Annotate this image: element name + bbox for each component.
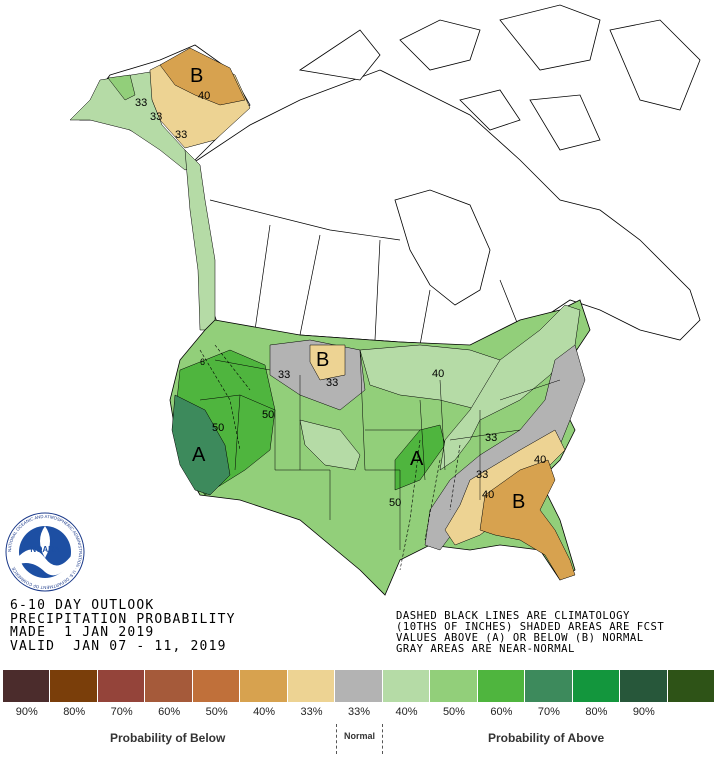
legend-tick: 50% [205, 706, 228, 718]
legend-swatch [3, 670, 51, 702]
northern-plains-below-33 [309, 344, 346, 381]
map-note: DASHED BLACK LINES ARE CLIMATOLOGY (10TH… [396, 610, 665, 655]
note-line: DASHED BLACK LINES ARE CLIMATOLOGY [396, 610, 630, 622]
legend-tick [668, 706, 715, 718]
map-label: 40 [534, 454, 546, 466]
note-line: (10THS OF INCHES) SHADED AREAS ARE FCST [396, 621, 665, 633]
legend-swatch [620, 670, 668, 702]
hudson-bay [394, 189, 491, 306]
map-label: 40 [432, 368, 444, 380]
legend-above-label: Probability of Above [488, 731, 605, 745]
legend-swatch [430, 670, 478, 702]
title-line: PRECIPITATION PROBABILITY [10, 611, 236, 627]
legend-tick: 60% [158, 706, 181, 718]
legend-swatch [667, 670, 716, 702]
map-label: 50 [262, 409, 274, 421]
arctic-islands [298, 4, 701, 151]
legend-below-label: Probability of Below [110, 731, 226, 745]
map-label: 40 [482, 489, 494, 501]
state-lines [199, 349, 561, 550]
northeast-above-33 [439, 304, 581, 471]
alaska-below-40 [159, 47, 246, 106]
logo-text: NOARA [30, 545, 60, 554]
map-label: 33 [175, 129, 187, 141]
map-label: 6 [200, 357, 205, 367]
map-title: 6-10 DAY OUTLOOK PRECIPITATION PROBABILI… [10, 599, 236, 653]
legend-swatch [192, 670, 241, 702]
map-label: 50 [212, 422, 224, 434]
legend-tick: 70% [110, 706, 133, 718]
legend-swatch [572, 670, 621, 702]
alaska-above-33 [69, 71, 201, 171]
map-label: A [410, 448, 424, 470]
southeast-below-40 [479, 459, 576, 581]
legend-tick: 50% [442, 706, 465, 718]
outlook-map: B 40 33 33 33 B 33 33 50 50 A 40 A 50 33… [69, 4, 701, 596]
legend-tick: 80% [585, 706, 608, 718]
legend-normal-label: Normal [344, 731, 376, 741]
map-label: 33 [326, 377, 338, 389]
legend-tick: 33% [348, 706, 371, 718]
legend-swatch [335, 670, 383, 702]
legend-color-bar [3, 670, 716, 702]
legend-tick: 33% [300, 706, 323, 718]
title-line: MADE 1 JAN 2019 [10, 625, 155, 640]
plains-above-33 [299, 419, 361, 471]
legend-tick: 40% [395, 706, 418, 718]
map-label: B [316, 349, 329, 371]
map-label: 33 [476, 469, 488, 481]
legend-swatch [145, 670, 193, 702]
alaska-above-40 [107, 74, 136, 101]
legend-divider [382, 724, 383, 754]
legend-swatch [50, 670, 98, 702]
map-label: 33 [485, 432, 497, 444]
note-line: VALUES ABOVE (A) OR BELOW (B) NORMAL [396, 632, 644, 644]
map-label: B [512, 491, 525, 513]
title-line: VALID JAN 07 - 11, 2019 [10, 638, 227, 654]
legend-tick: 90% [632, 706, 655, 718]
map-label: 33 [150, 111, 162, 123]
noaa-logo: NATIONAL OCEANIC AND ATMOSPHERIC ADMINIS… [5, 512, 85, 592]
legend-tick: 70% [537, 706, 560, 718]
map-label: 33 [278, 369, 290, 381]
map-label: 33 [135, 97, 147, 109]
legend-swatch [382, 670, 431, 702]
legend-swatch [240, 670, 288, 702]
legend-swatch [477, 670, 526, 702]
legend-tick-labels: 90% 80% 70% 60% 50% 40% 33% 33% 40% 50% 60% 70% 80% 9… [3, 706, 715, 718]
legend-tick: 40% [253, 706, 276, 718]
map-label: A [192, 444, 206, 466]
map-label: B [190, 65, 203, 87]
legend-tick: 90% [15, 706, 38, 718]
map-label: 40 [198, 90, 210, 102]
climatology-lines [199, 344, 461, 571]
california-above-60 [171, 394, 231, 496]
province-lines [209, 199, 521, 346]
legend-swatch [287, 670, 336, 702]
legend-divider [336, 724, 337, 754]
legend-tick: 60% [490, 706, 513, 718]
map-label: 50 [389, 497, 401, 509]
legend-tick: 80% [63, 706, 86, 718]
title-line: 6-10 DAY OUTLOOK [10, 598, 155, 613]
legend-swatch [525, 670, 573, 702]
note-line: GRAY AREAS ARE NEAR-NORMAL [396, 643, 575, 655]
legend-swatch [97, 670, 146, 702]
